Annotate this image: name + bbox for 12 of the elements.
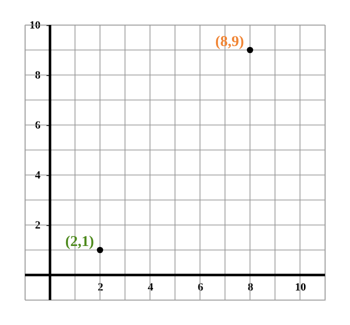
x-tick-label: 6 (198, 282, 204, 294)
x-tick-label: 2 (98, 282, 104, 294)
y-tick-label: 4 (35, 170, 41, 182)
annotation: (8,9) (215, 34, 244, 50)
x-tick-label: 10 (295, 282, 306, 294)
y-tick-label: 6 (35, 120, 41, 132)
y-tick-label: 10 (30, 20, 41, 32)
annotation: (2,1) (65, 234, 94, 250)
x-tick-label: 4 (148, 282, 154, 294)
x-tick-label: 8 (248, 282, 254, 294)
y-tick-label: 2 (35, 220, 41, 232)
y-tick-label: 8 (35, 70, 41, 82)
